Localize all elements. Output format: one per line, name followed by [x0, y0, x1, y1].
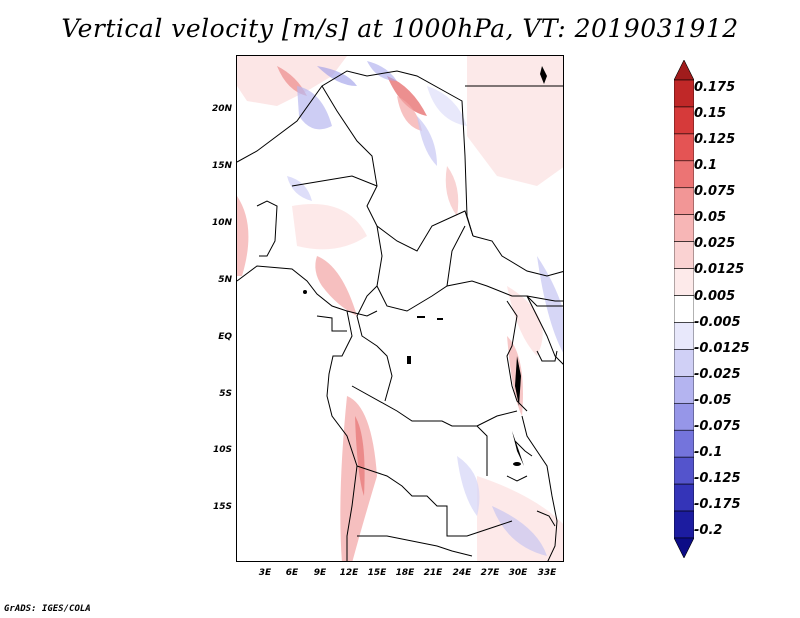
- lon-label-21e: 21E: [423, 568, 443, 578]
- lat-label-10n: 10N: [211, 218, 232, 228]
- lat-label-20n: 20N: [211, 104, 232, 114]
- colorbar-label: 0.0125: [694, 262, 745, 277]
- colorbar-swatch: [674, 79, 694, 108]
- map-panel: [236, 55, 564, 562]
- lon-label-9e: 9E: [313, 568, 327, 578]
- colorbar-swatch: [674, 268, 694, 296]
- colorbar-swatch: [674, 402, 694, 431]
- country-borders: [237, 70, 563, 561]
- colorbar-label: 0.175: [694, 80, 736, 95]
- colorbar-label: -0.125: [694, 471, 741, 486]
- lon-label-33e: 33E: [537, 568, 557, 578]
- map-title: Vertical velocity [m/s] at 1000hPa, VT: …: [61, 14, 739, 43]
- colorbar-label: 0.1: [694, 158, 718, 173]
- lon-label-6e: 6E: [285, 568, 299, 578]
- colorbar-label: 0.075: [694, 184, 736, 199]
- lon-label-18e: 18E: [395, 568, 415, 578]
- lat-label-eq: EQ: [218, 332, 232, 342]
- colorbar-label: 0.005: [694, 289, 736, 304]
- footer-credit: GrADS: IGES/COLA: [4, 604, 91, 614]
- lon-label-12e: 12E: [339, 568, 359, 578]
- colorbar-label: -0.0125: [694, 341, 750, 356]
- colorbar-swatch: [674, 322, 694, 350]
- lat-label-5n: 5N: [218, 275, 232, 285]
- colorbar-label: 0.025: [694, 236, 736, 251]
- colorbar-swatch: [674, 429, 694, 458]
- colorbar-swatch: [674, 537, 694, 558]
- lon-label-27e: 27E: [480, 568, 500, 578]
- lat-label-10s: 10S: [212, 445, 232, 455]
- colorbar-label: 0.15: [694, 106, 727, 121]
- colorbar-swatch: [674, 133, 694, 162]
- colorbar-label: -0.025: [694, 367, 741, 382]
- lon-label-30e: 30E: [508, 568, 528, 578]
- colorbar-label: -0.175: [694, 497, 741, 512]
- colorbar-swatch: [674, 241, 694, 269]
- colorbar-swatch: [674, 187, 694, 216]
- colorbar-label: 0.125: [694, 132, 736, 147]
- vertical-velocity-field: [237, 56, 563, 561]
- colorbar-swatch: [674, 295, 694, 323]
- colorbar-label: -0.2: [694, 523, 723, 538]
- lakes: [303, 66, 547, 466]
- colorbar-label: -0.005: [694, 315, 741, 330]
- colorbar-swatch: [674, 160, 694, 189]
- lat-label-15s: 15S: [212, 502, 232, 512]
- colorbar-swatch: [674, 214, 694, 242]
- colorbar-swatch: [674, 106, 694, 135]
- negative-velocity-areas: [287, 61, 563, 556]
- colorbar-swatch: [674, 349, 694, 377]
- colorbar: [674, 60, 694, 558]
- lon-label-24e: 24E: [452, 568, 472, 578]
- colorbar-swatch: [674, 60, 694, 81]
- colorbar-label: 0.05: [694, 210, 727, 225]
- lon-label-3e: 3E: [258, 568, 272, 578]
- colorbar-swatch: [674, 376, 694, 404]
- colorbar-label: -0.075: [694, 419, 741, 434]
- colorbar-label: -0.1: [694, 445, 723, 460]
- lat-label-5s: 5S: [219, 389, 232, 399]
- lon-label-15e: 15E: [367, 568, 387, 578]
- colorbar-label: -0.05: [694, 393, 732, 408]
- lat-label-15n: 15N: [211, 161, 232, 171]
- colorbar-swatch: [674, 510, 694, 539]
- colorbar-swatch: [674, 483, 694, 512]
- colorbar-swatch: [674, 456, 694, 485]
